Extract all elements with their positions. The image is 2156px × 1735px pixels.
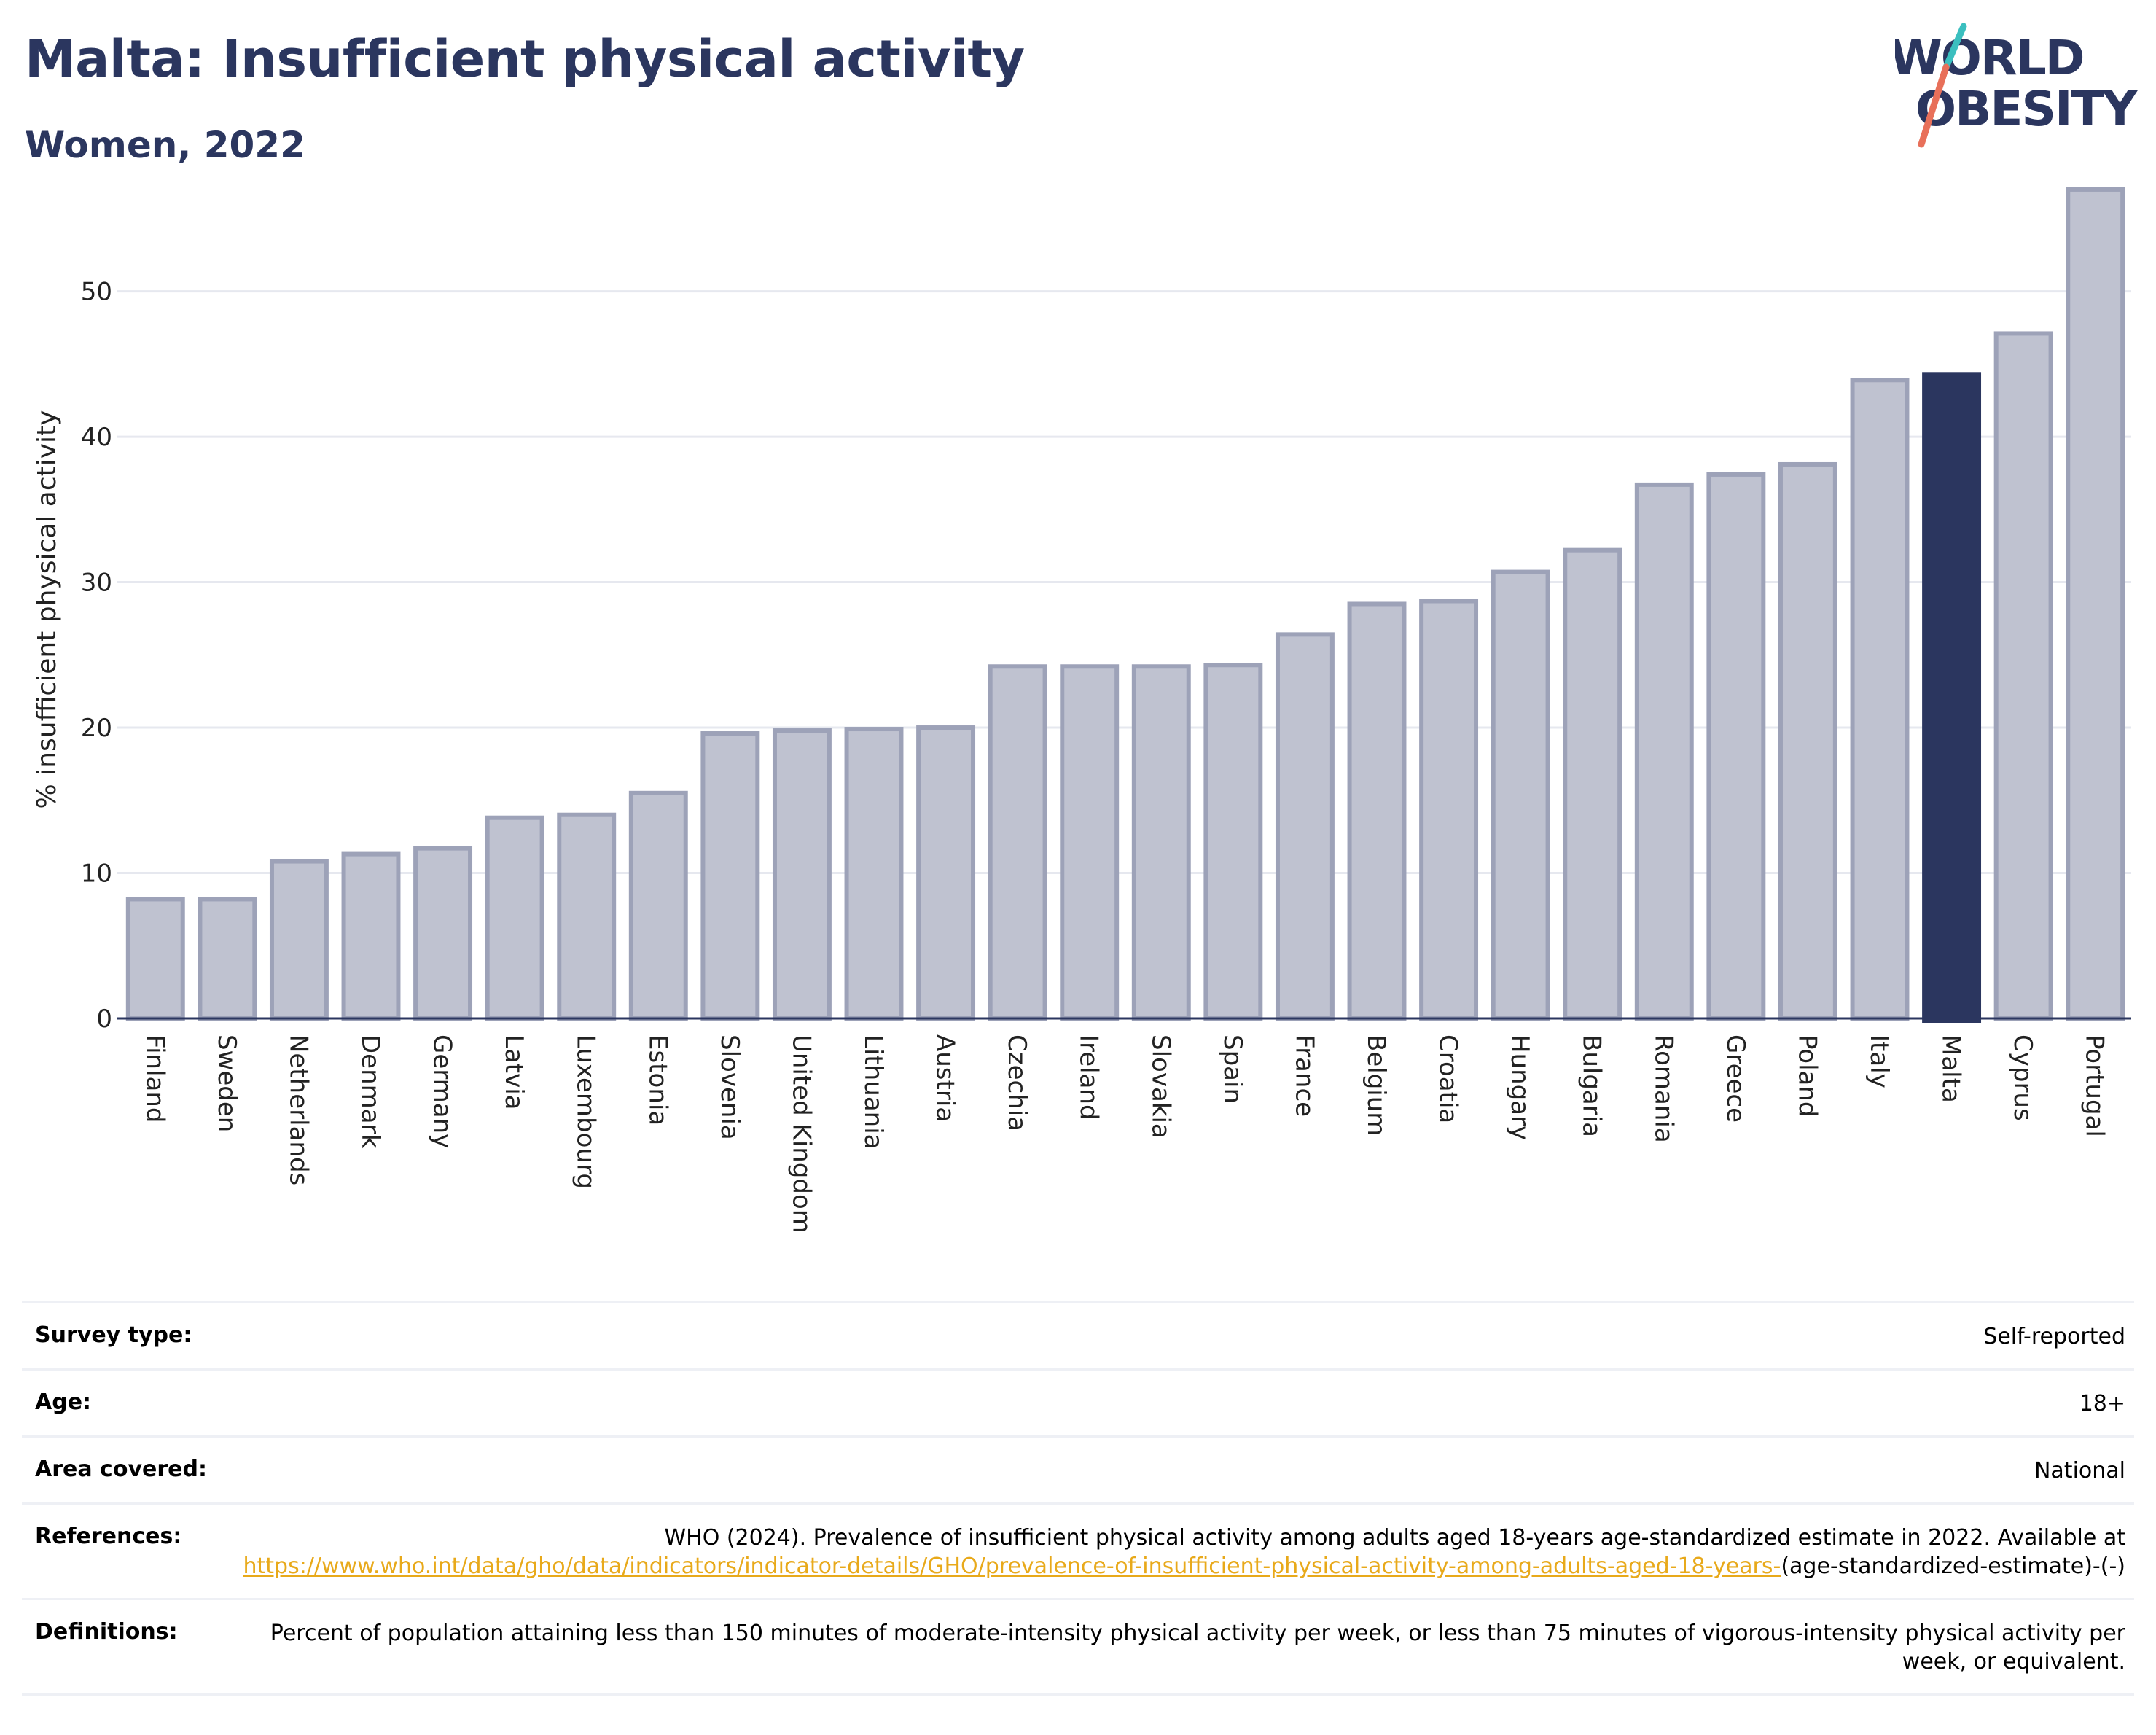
survey-type-label: Survey type: xyxy=(35,1322,192,1348)
x-tick-label: Netherlands xyxy=(284,1034,313,1185)
bar-croatia xyxy=(1419,599,1479,1021)
x-tick-label: Slovakia xyxy=(1146,1034,1175,1139)
world-obesity-logo: WORLD OBESITY xyxy=(1895,23,2140,148)
x-tick-label: Slovenia xyxy=(715,1034,744,1140)
bar-malta xyxy=(1922,372,1982,1023)
info-row-survey-type: Survey type: Self-reported xyxy=(22,1301,2134,1368)
bar-portugal xyxy=(2066,187,2125,1021)
x-tick-label: Luxembourg xyxy=(571,1034,601,1189)
x-tick-label: Bulgaria xyxy=(1577,1034,1606,1137)
x-tick-label: Spain xyxy=(1218,1034,1247,1104)
bar-bulgaria xyxy=(1563,547,1622,1021)
info-row-definitions: Definitions: Percent of population attai… xyxy=(22,1598,2134,1696)
x-tick-label: France xyxy=(1289,1034,1319,1117)
bar-denmark xyxy=(341,851,401,1021)
bar-spain xyxy=(1203,663,1263,1021)
area-label: Area covered: xyxy=(35,1457,207,1482)
y-tick-label: 20 xyxy=(81,714,112,743)
bar-estonia xyxy=(628,790,688,1021)
y-axis-title: % insufficient physical activity xyxy=(32,410,62,809)
x-tick-label: Finland xyxy=(140,1034,169,1123)
y-tick-labels: 0 10 20 30 40 50 xyxy=(81,278,112,1034)
y-tick-label: 30 xyxy=(81,569,112,598)
bar-germany xyxy=(413,846,473,1021)
y-tick-label: 10 xyxy=(81,859,112,889)
y-tick-label: 50 xyxy=(81,278,112,307)
age-value: 18+ xyxy=(2079,1391,2125,1416)
x-tick-label: Italy xyxy=(1864,1034,1894,1088)
bar-romania xyxy=(1634,482,1694,1021)
x-tick-label: Lithuania xyxy=(859,1034,888,1149)
x-tick-label: Estonia xyxy=(643,1034,672,1126)
bar-chart: 0 10 20 30 40 50 Finland Sweden Netherlands Denm… xyxy=(32,187,2131,1233)
x-tick-label: Ireland xyxy=(1074,1034,1104,1120)
definitions-label: Definitions: xyxy=(35,1619,178,1645)
bar-czechia xyxy=(988,664,1047,1021)
bar-slovenia xyxy=(700,731,760,1021)
info-row-area: Area covered: National xyxy=(22,1435,2134,1502)
references-label: References: xyxy=(35,1524,182,1549)
logo-line-1: WORLD xyxy=(1895,30,2084,86)
age-label: Age: xyxy=(35,1389,92,1415)
y-tick-label: 40 xyxy=(81,423,112,452)
bar-lithuania xyxy=(844,727,904,1021)
page-title: Malta: Insufficient physical activity xyxy=(25,29,1025,89)
bar-luxembourg xyxy=(557,812,617,1021)
bar-ireland xyxy=(1060,664,1120,1021)
x-tick-label: Poland xyxy=(1792,1034,1821,1118)
x-tick-label: Croatia xyxy=(1434,1034,1463,1123)
bar-france xyxy=(1275,632,1335,1021)
bars xyxy=(125,187,2125,1023)
bar-united-kingdom xyxy=(772,728,832,1021)
x-tick-label: Czechia xyxy=(1002,1034,1031,1131)
info-row-age: Age: 18+ xyxy=(22,1368,2134,1435)
x-tick-label: Sweden xyxy=(212,1034,241,1132)
metadata-table: Survey type: Self-reported Age: 18+ Area… xyxy=(22,1301,2134,1696)
bar-greece xyxy=(1706,472,1766,1021)
bar-sweden xyxy=(198,897,257,1021)
logo-slash-top xyxy=(1942,23,1967,71)
x-tick-label: Hungary xyxy=(1505,1034,1534,1140)
x-tick-label: Latvia xyxy=(499,1034,528,1110)
x-tick-label: Cyprus xyxy=(2008,1034,2037,1121)
logo-line-2: OBESITY xyxy=(1915,81,2139,137)
bar-cyprus xyxy=(1993,331,2053,1021)
x-tick-label: Denmark xyxy=(356,1034,385,1149)
definitions-value: Percent of population attaining less tha… xyxy=(270,1621,2125,1674)
x-tick-label: Portugal xyxy=(2080,1034,2109,1137)
bar-belgium xyxy=(1347,601,1407,1021)
survey-type-value: Self-reported xyxy=(1983,1324,2125,1349)
bar-hungary xyxy=(1491,569,1550,1021)
bar-slovakia xyxy=(1131,664,1191,1021)
references-text: WHO (2024). Prevalence of insufficient p… xyxy=(664,1525,2125,1551)
bar-austria xyxy=(916,725,976,1021)
logo-slash-bottom xyxy=(1918,63,1950,148)
area-value: National xyxy=(2034,1458,2125,1483)
page-subtitle: Women, 2022 xyxy=(25,124,305,166)
references-value: WHO (2024). Prevalence of insufficient p… xyxy=(243,1524,2125,1580)
info-row-references: References: WHO (2024). Prevalence of in… xyxy=(22,1502,2134,1598)
bar-latvia xyxy=(485,815,544,1021)
x-tick-labels: Finland Sweden Netherlands Denmark Germany La… xyxy=(140,1034,2109,1233)
y-tick-label: 0 xyxy=(96,1005,112,1034)
bar-netherlands xyxy=(269,859,329,1021)
bar-poland xyxy=(1778,461,1837,1021)
x-tick-label: Germany xyxy=(428,1034,457,1148)
x-tick-label: Belgium xyxy=(1362,1034,1391,1136)
x-tick-label: Austria xyxy=(931,1034,960,1122)
x-tick-label: Romania xyxy=(1649,1034,1678,1143)
bar-finland xyxy=(125,897,185,1021)
x-tick-label: Malta xyxy=(1937,1034,1966,1103)
x-tick-label: United Kingdom xyxy=(786,1034,816,1233)
references-suffix: (age-standardized-estimate)-(-) xyxy=(1781,1553,2125,1579)
references-link[interactable]: https://www.who.int/data/gho/data/indica… xyxy=(243,1553,1781,1579)
x-tick-label: Greece xyxy=(1721,1034,1750,1123)
bar-italy xyxy=(1850,378,1910,1021)
